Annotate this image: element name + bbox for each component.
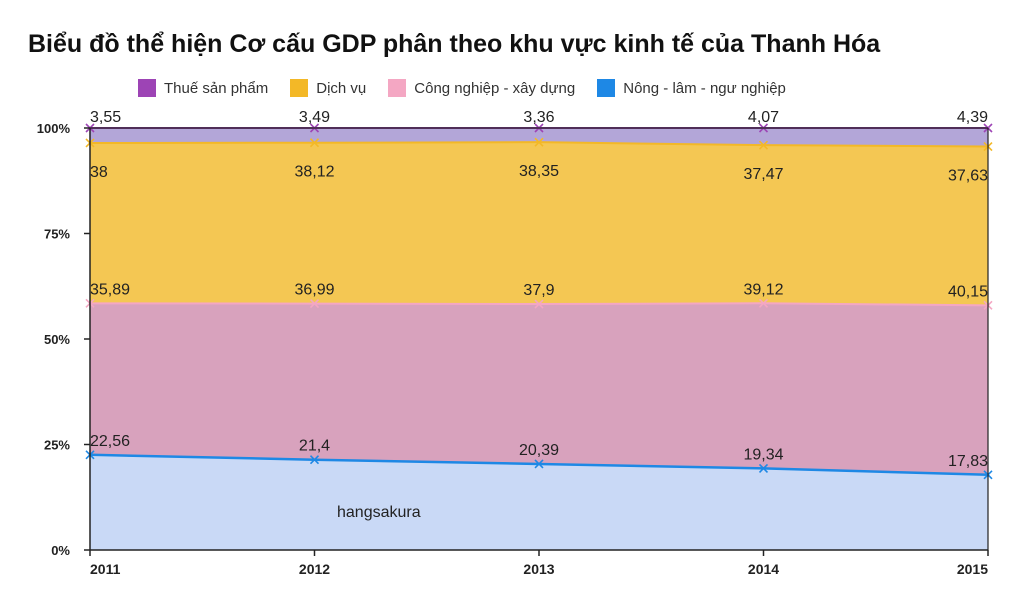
y-tick-label: 100%: [37, 121, 71, 136]
legend-item[interactable]: Thuế sản phẩm: [138, 79, 268, 97]
data-label: 20,39: [519, 442, 559, 459]
data-label: 19,34: [743, 446, 783, 463]
data-label: 38,35: [519, 163, 559, 180]
data-label: 3,36: [523, 109, 554, 126]
data-label: 37,9: [523, 282, 554, 299]
data-label: 38,12: [294, 164, 334, 181]
chart-title: Biểu đồ thể hiện Cơ cấu GDP phân theo kh…: [28, 30, 881, 58]
data-point-marker: [309, 455, 320, 465]
data-label: 37,47: [743, 166, 783, 183]
legend-swatch: [388, 79, 407, 97]
x-tick-label: 2014: [748, 561, 779, 577]
data-point-marker: [758, 140, 769, 150]
area-series-0: [90, 454, 988, 550]
data-label: 4,39: [957, 109, 988, 126]
y-tick-label: 75%: [44, 227, 70, 242]
data-label: 22,56: [90, 433, 130, 450]
legend-label: Công nghiệp - xây dựng: [414, 79, 576, 97]
data-label: 40,15: [948, 283, 988, 300]
data-label: 17,83: [948, 453, 988, 470]
y-tick-label: 25%: [44, 438, 70, 453]
y-tick-label: 0%: [51, 543, 70, 558]
legend-item[interactable]: Dịch vụ: [290, 79, 366, 97]
legend-label: Thuế sản phẩm: [164, 79, 269, 97]
data-label: 39,12: [743, 281, 783, 298]
legend-label: Dịch vụ: [316, 79, 367, 97]
legend-label: Nông - lâm - ngư nghiệp: [623, 79, 786, 97]
area-series-2: [90, 142, 988, 306]
data-point-marker: [309, 299, 320, 309]
x-tick-label: 2012: [299, 561, 330, 577]
legend: Thuế sản phẩm Dịch vụ Công nghiệp - xây dự…: [138, 79, 808, 97]
x-tick-label: 2013: [523, 561, 554, 577]
data-point-marker: [534, 459, 544, 469]
legend-item[interactable]: Nông - lâm - ngư nghiệp: [597, 79, 786, 97]
data-label: 35,89: [90, 281, 130, 298]
data-label: 3,49: [299, 109, 330, 126]
data-point-marker: [534, 137, 544, 147]
legend-swatch: [138, 79, 156, 97]
data-point-marker: [758, 298, 769, 308]
data-label: 37,63: [948, 168, 988, 185]
data-label: 21,4: [299, 438, 330, 455]
y-tick-label: 50%: [44, 332, 70, 347]
x-tick-label: 2015: [957, 561, 988, 577]
watermark-text: hangsakura: [337, 504, 421, 521]
legend-item[interactable]: Công nghiệp - xây dựng: [388, 79, 575, 97]
legend-swatch: [290, 79, 309, 97]
x-tick-label: 2011: [90, 561, 121, 577]
data-label: 36,99: [294, 282, 334, 299]
data-label: 3,55: [90, 109, 121, 126]
data-point-marker: [758, 463, 769, 473]
legend-swatch: [597, 79, 616, 97]
data-label: 4,07: [748, 109, 779, 126]
data-point-marker: [309, 138, 320, 148]
data-label: 38: [90, 164, 108, 181]
data-point-marker: [534, 299, 544, 309]
area-series-1: [90, 303, 988, 475]
